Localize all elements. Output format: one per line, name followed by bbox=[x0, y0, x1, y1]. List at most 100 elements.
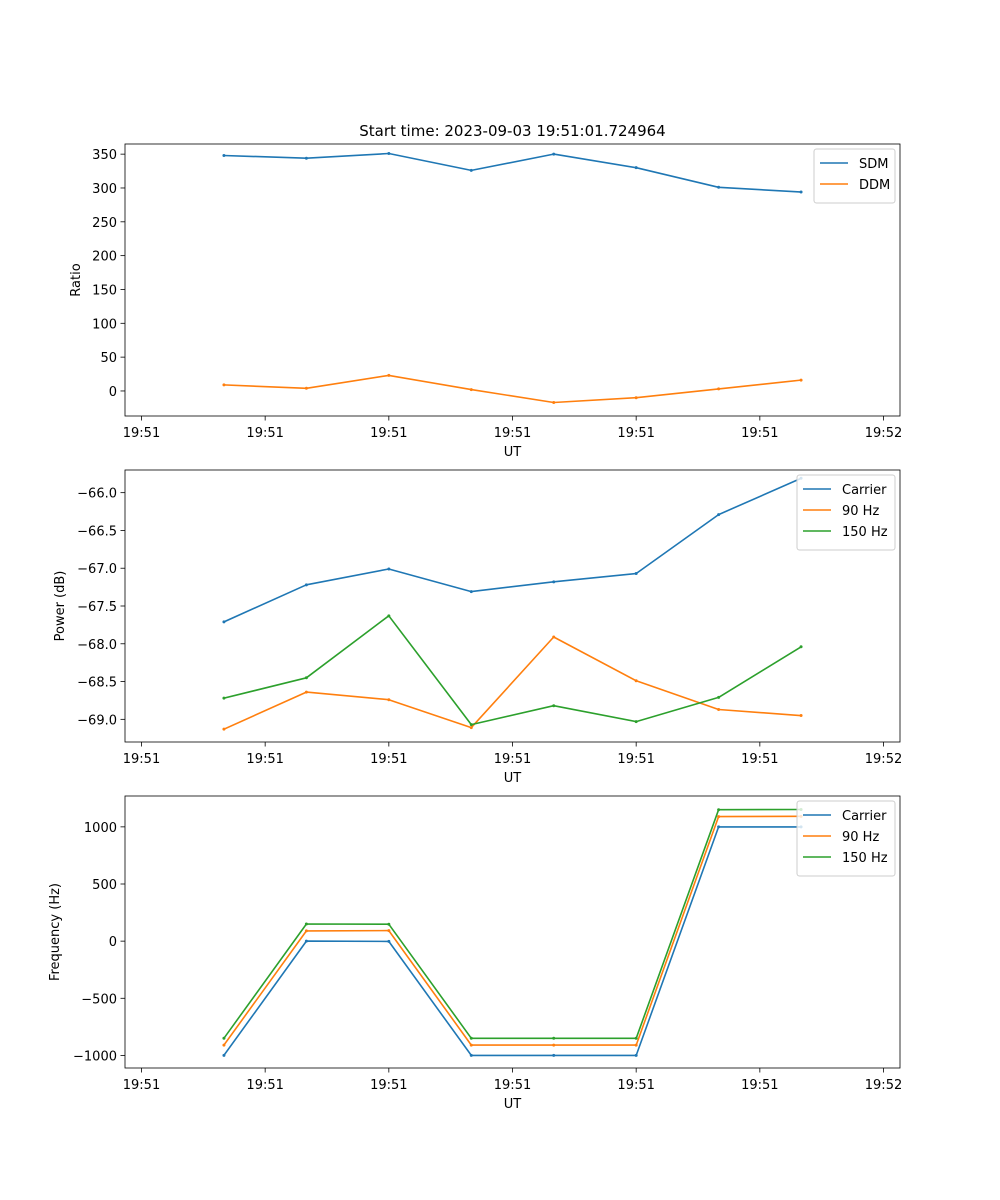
power-series-150-hz-point bbox=[469, 723, 473, 727]
frequency-series-carrier-point bbox=[222, 1053, 226, 1057]
power-series-90-hz-point bbox=[387, 698, 391, 702]
power-xtick-label: 19:51 bbox=[246, 752, 283, 767]
frequency-series-150-hz-point bbox=[222, 1036, 226, 1040]
ratio-xtick-label: 19:51 bbox=[370, 426, 407, 441]
ratio-xtick-label: 19:51 bbox=[494, 426, 531, 441]
frequency-ylabel: Frequency (Hz) bbox=[48, 883, 63, 981]
frequency-series-90-hz-point bbox=[552, 1043, 556, 1047]
ratio-series-sdm-point bbox=[222, 154, 226, 158]
power-series-90-hz-point bbox=[552, 635, 556, 639]
frequency-ytick-label: −1000 bbox=[73, 1049, 117, 1064]
ratio-ylabel: Ratio bbox=[69, 263, 84, 296]
ratio-ytick-label: 350 bbox=[92, 148, 117, 163]
power-ytick-label: −66.5 bbox=[77, 524, 117, 539]
ratio-series-ddm-point bbox=[799, 378, 803, 382]
ratio-series-sdm-point bbox=[552, 152, 556, 156]
frequency-xlabel: UT bbox=[504, 1097, 522, 1112]
frequency-series-90-hz-point bbox=[387, 929, 391, 933]
frequency-legend-label-carrier: Carrier bbox=[842, 809, 887, 824]
ratio-axes-frame bbox=[124, 143, 901, 417]
ratio-xtick-label: 19:51 bbox=[617, 426, 654, 441]
power-series-150-hz-point bbox=[717, 695, 721, 699]
frequency-xtick-label: 19:51 bbox=[246, 1078, 283, 1093]
ratio-series-sdm-point bbox=[304, 156, 308, 160]
ratio-legend-label-ddm: DDM bbox=[859, 178, 890, 193]
frequency-legend: Carrier 90 Hz 150 Hz bbox=[796, 800, 896, 877]
frequency-series-90-hz-line bbox=[222, 815, 802, 1047]
power-series-carrier-point bbox=[634, 572, 638, 576]
power-xtick-label: 19:51 bbox=[617, 752, 654, 767]
frequency-series-150-hz-point bbox=[717, 808, 721, 812]
ratio-series-ddm-point bbox=[222, 383, 226, 387]
ratio-legend-label-sdm: SDM bbox=[859, 157, 888, 172]
power-series-150-hz-point bbox=[552, 704, 556, 708]
power-xtick-label: 19:52 bbox=[865, 752, 902, 767]
power-xlabel: UT bbox=[504, 771, 522, 786]
power-ytick-label: −69.0 bbox=[77, 713, 117, 728]
ratio-xtick-label: 19:52 bbox=[865, 426, 902, 441]
power-axes-frame bbox=[124, 469, 901, 743]
ratio-panel: Ratio UT 19:51 19:51 19:51 19:51 19:51 19:51 1… bbox=[69, 143, 902, 460]
frequency-series-150-hz-point bbox=[469, 1036, 473, 1040]
frequency-series-90-hz-point bbox=[304, 929, 308, 933]
frequency-series-150-hz-line bbox=[222, 808, 802, 1040]
power-ytick-label: −67.0 bbox=[77, 562, 117, 577]
frequency-series-90-hz-point bbox=[634, 1043, 638, 1047]
ratio-xlabel: UT bbox=[504, 445, 522, 460]
ratio-xtick-label: 19:51 bbox=[123, 426, 160, 441]
frequency-series-90-hz-point bbox=[717, 815, 721, 819]
power-xtick-label: 19:51 bbox=[494, 752, 531, 767]
power-series-90-hz-point bbox=[717, 708, 721, 712]
power-xtick-label: 19:51 bbox=[370, 752, 407, 767]
frequency-series-carrier-point bbox=[717, 825, 721, 829]
power-series-90-hz-point bbox=[799, 714, 803, 718]
frequency-ytick-label: 1000 bbox=[84, 821, 117, 836]
frequency-xtick-label: 19:51 bbox=[494, 1078, 531, 1093]
power-series-carrier-point bbox=[222, 620, 226, 624]
frequency-series-150-hz-point bbox=[552, 1036, 556, 1040]
power-series-90-hz-point bbox=[222, 727, 226, 731]
frequency-xtick-label: 19:51 bbox=[123, 1078, 160, 1093]
frequency-series-150-hz-point bbox=[304, 922, 308, 926]
power-series-150-hz-point bbox=[387, 614, 391, 618]
ratio-series-sdm-point bbox=[387, 151, 391, 155]
power-ytick-label: −66.0 bbox=[77, 487, 117, 502]
ratio-series-sdm-point bbox=[634, 166, 638, 170]
frequency-series-carrier-point bbox=[634, 1053, 638, 1057]
ratio-series-sdm-point bbox=[469, 168, 473, 172]
ratio-series-sdm-line bbox=[223, 152, 802, 193]
power-series-90-hz-point bbox=[469, 726, 473, 730]
frequency-series-90-hz-point bbox=[222, 1043, 226, 1047]
ratio-legend: SDM DDM bbox=[813, 148, 896, 204]
frequency-panel: Frequency (Hz) UT 19:51 19:51 19:51 19:51 19… bbox=[48, 795, 902, 1112]
power-series-carrier-point bbox=[387, 567, 391, 571]
power-series-carrier-point bbox=[552, 580, 556, 584]
power-series-150-hz-point bbox=[634, 720, 638, 724]
ratio-xtick-label: 19:51 bbox=[246, 426, 283, 441]
frequency-series-150-hz-point bbox=[387, 922, 391, 926]
frequency-ytick-label: 0 bbox=[109, 935, 117, 950]
power-legend-label-carrier: Carrier bbox=[842, 483, 887, 498]
frequency-xtick-label: 19:51 bbox=[741, 1078, 778, 1093]
power-series-150-hz-point bbox=[799, 645, 803, 649]
frequency-series-carrier-point bbox=[304, 939, 308, 943]
power-legend-label-150-hz: 150 Hz bbox=[842, 525, 888, 540]
frequency-ytick-label: 500 bbox=[92, 878, 117, 893]
ratio-ytick-label: 0 bbox=[109, 385, 117, 400]
power-series-150-hz-point bbox=[222, 696, 226, 700]
ratio-xtick-label: 19:51 bbox=[741, 426, 778, 441]
frequency-series-carrier-point bbox=[552, 1053, 556, 1057]
ratio-ytick-label: 300 bbox=[92, 182, 117, 197]
power-xtick-label: 19:51 bbox=[741, 752, 778, 767]
ratio-series-ddm-point bbox=[717, 387, 721, 391]
ratio-ytick-label: 50 bbox=[100, 351, 117, 366]
power-ylabel: Power (dB) bbox=[53, 571, 68, 642]
power-legend-label-90-hz: 90 Hz bbox=[842, 504, 879, 519]
power-ytick-label: −67.5 bbox=[77, 600, 117, 615]
power-series-carrier-point bbox=[469, 590, 473, 594]
power-series-150-hz-line bbox=[222, 614, 803, 726]
ratio-series-ddm-point bbox=[552, 400, 556, 404]
frequency-axes-frame bbox=[124, 795, 901, 1069]
frequency-xtick-label: 19:51 bbox=[617, 1078, 654, 1093]
